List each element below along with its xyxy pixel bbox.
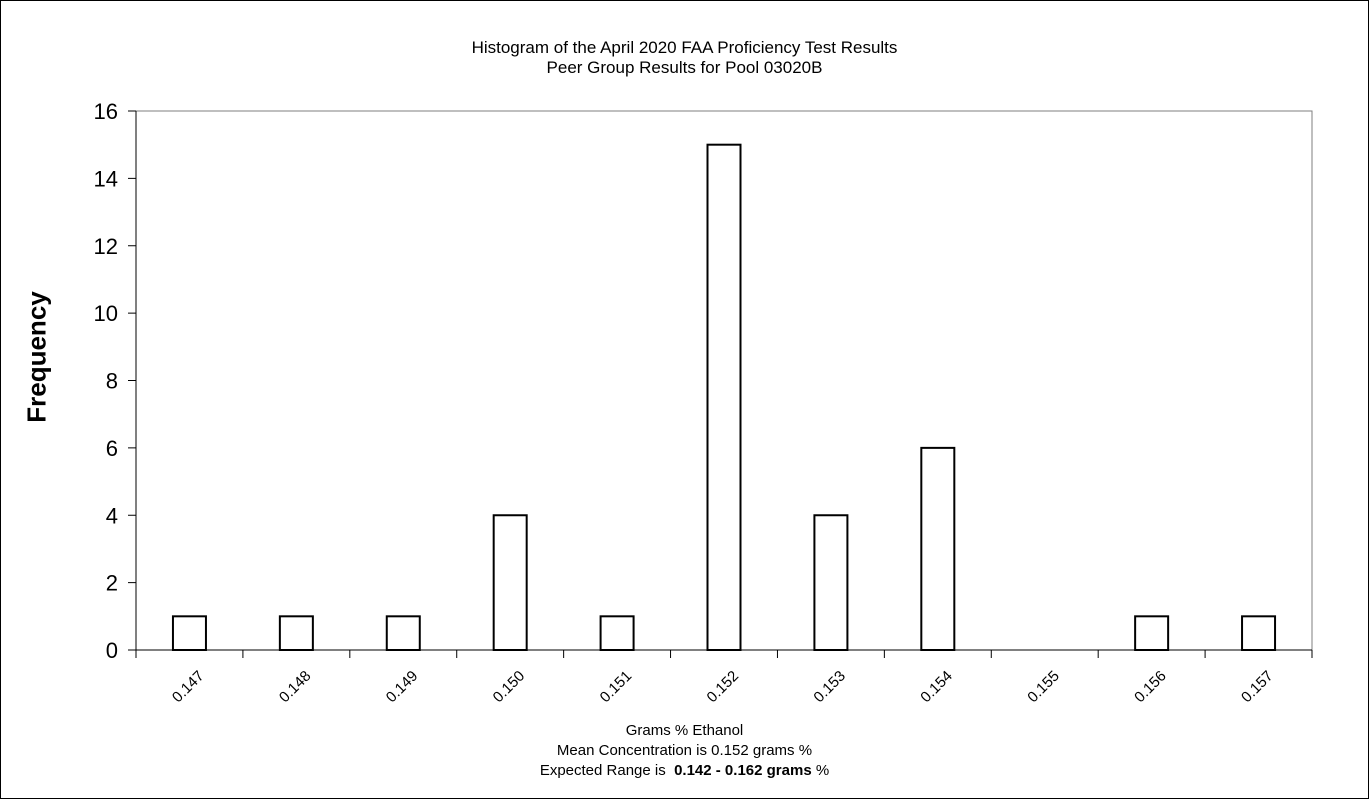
- x-tick-label: 0.153: [810, 668, 849, 707]
- histogram-bar: [599, 615, 635, 651]
- histogram-bar: [385, 615, 421, 651]
- y-tick-label: 10: [94, 301, 118, 326]
- expected-range-value: 0.142 - 0.162 grams: [674, 762, 812, 779]
- x-tick-label: 0.147: [169, 668, 208, 707]
- y-tick-label: 6: [106, 436, 118, 461]
- histogram-bar: [1241, 615, 1277, 651]
- y-tick-label: 0: [106, 638, 118, 663]
- x-tick-label: 0.155: [1024, 668, 1063, 707]
- y-tick-label: 2: [106, 571, 118, 596]
- y-tick-label: 16: [94, 99, 118, 124]
- histogram-bar: [278, 615, 314, 651]
- expected-range-prefix: Expected Range is: [539, 762, 675, 779]
- mean-concentration-text: Mean Concentration is 0.152 grams %: [556, 742, 813, 759]
- x-tick-label: 0.152: [704, 668, 743, 707]
- histogram-bar: [706, 143, 742, 651]
- histogram-bar: [171, 615, 207, 651]
- chart-subtitle: Peer Group Results for Pool 03020B: [546, 58, 823, 77]
- expected-range-suffix: %: [811, 762, 830, 779]
- x-tick-label: 0.154: [917, 668, 956, 707]
- chart-title: Histogram of the April 2020 FAA Proficie…: [471, 38, 898, 57]
- x-tick-label: 0.148: [276, 668, 315, 707]
- histogram-bar: [492, 514, 528, 651]
- histogram-bar: [813, 514, 849, 651]
- x-tick-label: 0.150: [490, 668, 529, 707]
- y-tick-label: 8: [106, 369, 118, 394]
- y-tick-label: 14: [94, 166, 118, 191]
- x-axis-label: Grams % Ethanol: [625, 722, 744, 739]
- x-tick-label: 0.156: [1131, 668, 1170, 707]
- y-tick-label: 4: [106, 503, 118, 528]
- x-tick-label: 0.149: [383, 668, 422, 707]
- x-tick-label: 0.151: [597, 668, 636, 707]
- expected-range-text: Expected Range is 0.142 - 0.162 grams %: [0, 762, 1369, 780]
- histogram-bar: [1134, 615, 1170, 651]
- histogram-bar: [920, 446, 956, 651]
- x-tick-label: 0.157: [1238, 668, 1277, 707]
- y-tick-label: 12: [94, 234, 118, 259]
